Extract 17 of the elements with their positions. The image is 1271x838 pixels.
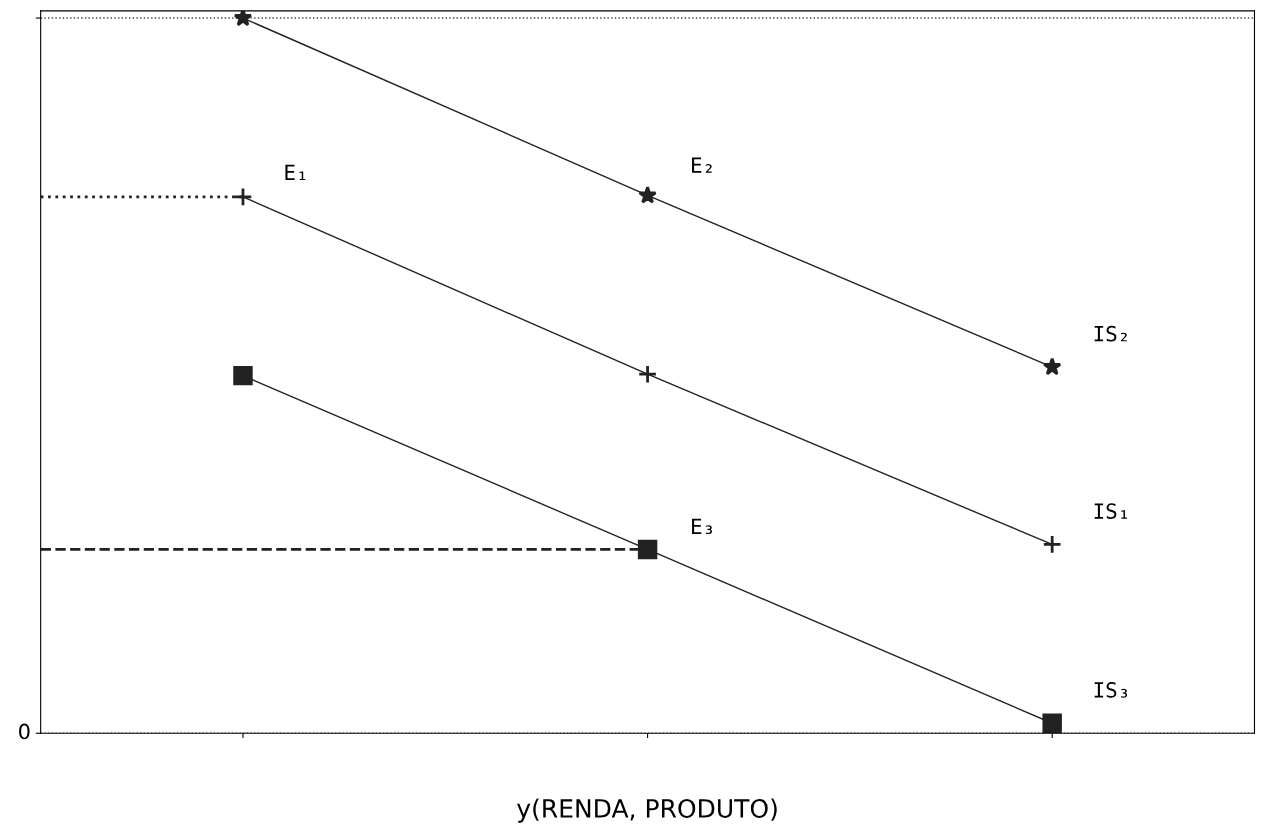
annotation: E₁ [285,164,306,180]
series-label: IS₂ [1094,325,1127,342]
text: 0 [19,723,30,740]
point [638,185,657,204]
annotation: E₃ [692,518,712,535]
annotation: E₂ [692,157,712,173]
point [233,365,253,386]
text: IS₁ [1094,503,1128,519]
point [233,10,253,27]
point [637,539,658,560]
point [233,187,253,207]
point [1042,357,1062,376]
series-label: IS₃ [1094,681,1128,698]
point [1042,534,1062,555]
x-axis-title: y(RENDA, PRODUTO) [517,798,777,823]
point [637,364,658,384]
point [1042,713,1062,733]
